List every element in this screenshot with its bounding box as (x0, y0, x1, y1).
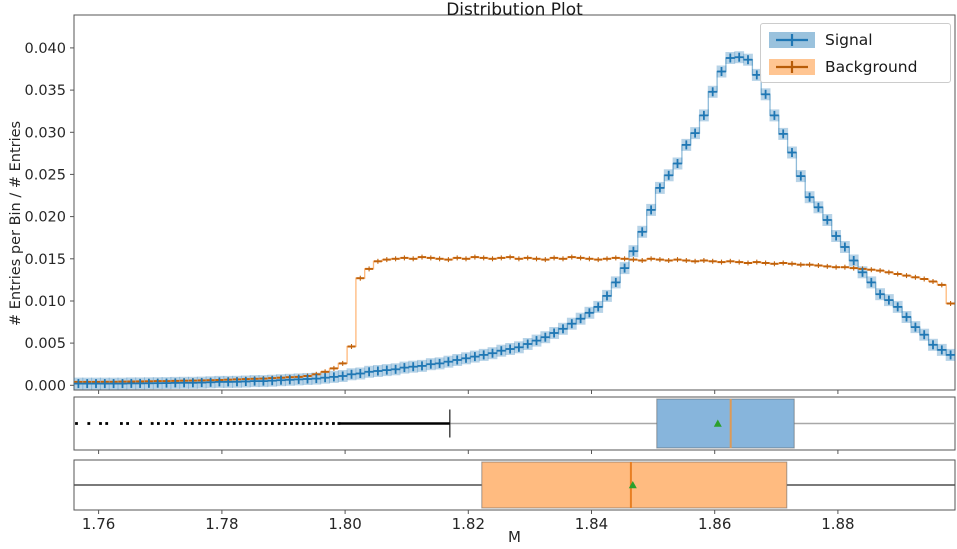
y-tick-label: 0.030 (24, 125, 66, 141)
flier-point (277, 422, 281, 425)
flier-point (290, 422, 293, 425)
flier-point (283, 422, 287, 425)
flier-point (105, 422, 109, 425)
flier-point (205, 422, 208, 425)
legend-label-background: Background (825, 57, 918, 76)
x-tick-label: 1.84 (575, 515, 608, 533)
flier-point (165, 422, 168, 425)
flier-point (258, 422, 262, 425)
x-tick-label: 1.86 (698, 515, 731, 533)
legend-item-background: Background (769, 58, 942, 76)
legend: Signal Background (760, 23, 951, 83)
flier-point (99, 422, 102, 425)
signal-boxplot (75, 398, 955, 449)
axes-frames (73, 14, 956, 511)
flier-point (332, 422, 335, 425)
background-boxplot (74, 461, 955, 509)
signal-boxplot-box (656, 398, 795, 449)
flier-point (75, 422, 78, 425)
x-tick-label: 1.82 (452, 515, 485, 533)
flier-point (271, 422, 274, 425)
flier-point (120, 422, 123, 425)
x-tick-label: 1.78 (205, 515, 238, 533)
y-tick-label: 0.015 (24, 252, 66, 268)
flier-point (337, 422, 341, 425)
flier-point (301, 422, 305, 425)
x-axis-label: M (508, 528, 521, 546)
flier-point (190, 422, 194, 425)
flier-point (126, 422, 129, 425)
flier-point (251, 422, 255, 425)
flier-point (87, 422, 91, 425)
background-histogram (74, 254, 955, 385)
x-tick-labels: 1.76 1.78 1.80 1.82 1.84 1.86 1.88 (82, 390, 855, 533)
y-tick-label: 0.035 (24, 83, 66, 99)
y-axis-label: # Entries per Bin / # Entries (8, 120, 24, 326)
flier-point (264, 422, 268, 425)
y-tick-label: 0.010 (24, 294, 66, 310)
flier-point (307, 422, 311, 425)
legend-item-signal: Signal (769, 31, 942, 49)
flier-point (295, 422, 299, 425)
flier-point (238, 422, 242, 425)
chart-title: Distribution Plot (446, 0, 583, 20)
signal-errorbar-crosses (74, 52, 955, 389)
x-tick-label: 1.80 (328, 515, 361, 533)
y-tick-label: 0.040 (24, 41, 66, 57)
flier-point (211, 422, 215, 425)
flier-point (219, 422, 222, 425)
signal-boxplot-mean-marker (713, 419, 722, 427)
x-tick-label: 1.88 (821, 515, 854, 533)
background-boxplot-mean-marker (628, 481, 637, 489)
flier-point (226, 422, 230, 425)
flier-point (245, 422, 249, 425)
flier-point (184, 422, 187, 425)
flier-point (232, 422, 236, 425)
flier-point (314, 422, 317, 425)
y-tick-label: 0.000 (24, 378, 66, 394)
flier-point (325, 422, 329, 425)
background-errorbar-swatch-icon (769, 58, 815, 75)
y-tick-label: 0.005 (24, 336, 66, 352)
flier-point (150, 422, 154, 425)
flier-point (319, 422, 323, 425)
signal-errorbar-swatch-icon (769, 31, 815, 48)
legend-label-signal: Signal (825, 30, 873, 49)
flier-point (171, 422, 174, 425)
y-tick-labels: 0.000 0.005 0.010 0.015 0.020 0.025 0.030 0.035… (24, 41, 74, 394)
flier-point (198, 422, 202, 425)
main-axes-frame (73, 14, 956, 391)
y-tick-label: 0.025 (24, 167, 66, 183)
y-tick-label: 0.020 (24, 210, 66, 226)
flier-point (157, 422, 160, 425)
flier-point (139, 422, 142, 425)
x-tick-label: 1.76 (82, 515, 115, 533)
